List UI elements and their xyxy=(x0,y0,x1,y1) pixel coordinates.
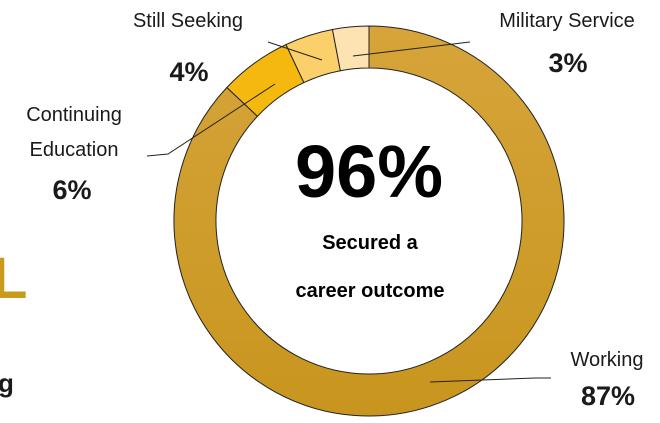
label-military-value: 3% xyxy=(548,48,587,78)
leader-still-seeking xyxy=(267,41,323,61)
leader-military xyxy=(352,41,471,57)
slice-working xyxy=(173,25,565,417)
donut-slices xyxy=(173,25,565,417)
label-still-seeking-name: Still Seeking xyxy=(133,10,243,32)
label-continuing-value: 6% xyxy=(52,175,91,205)
label-working-name: Working xyxy=(571,349,644,371)
leader-working xyxy=(429,377,551,383)
clipped-heading-char: L xyxy=(0,246,27,311)
label-continuing-name-line1: Continuing xyxy=(26,104,122,126)
label-military-name: Military Service xyxy=(499,10,635,32)
center-caption-line1: Secured a xyxy=(322,232,418,254)
leader-continuing xyxy=(146,83,276,157)
slice-military-service xyxy=(331,25,370,72)
label-still-seeking-value: 4% xyxy=(169,57,208,87)
clipped-body-char: g xyxy=(0,368,14,398)
center-value: 96% xyxy=(295,130,443,213)
center-caption-line2: career outcome xyxy=(296,280,445,302)
label-working-value: 87% xyxy=(581,381,635,411)
label-continuing-name-line2: Education xyxy=(30,139,119,161)
